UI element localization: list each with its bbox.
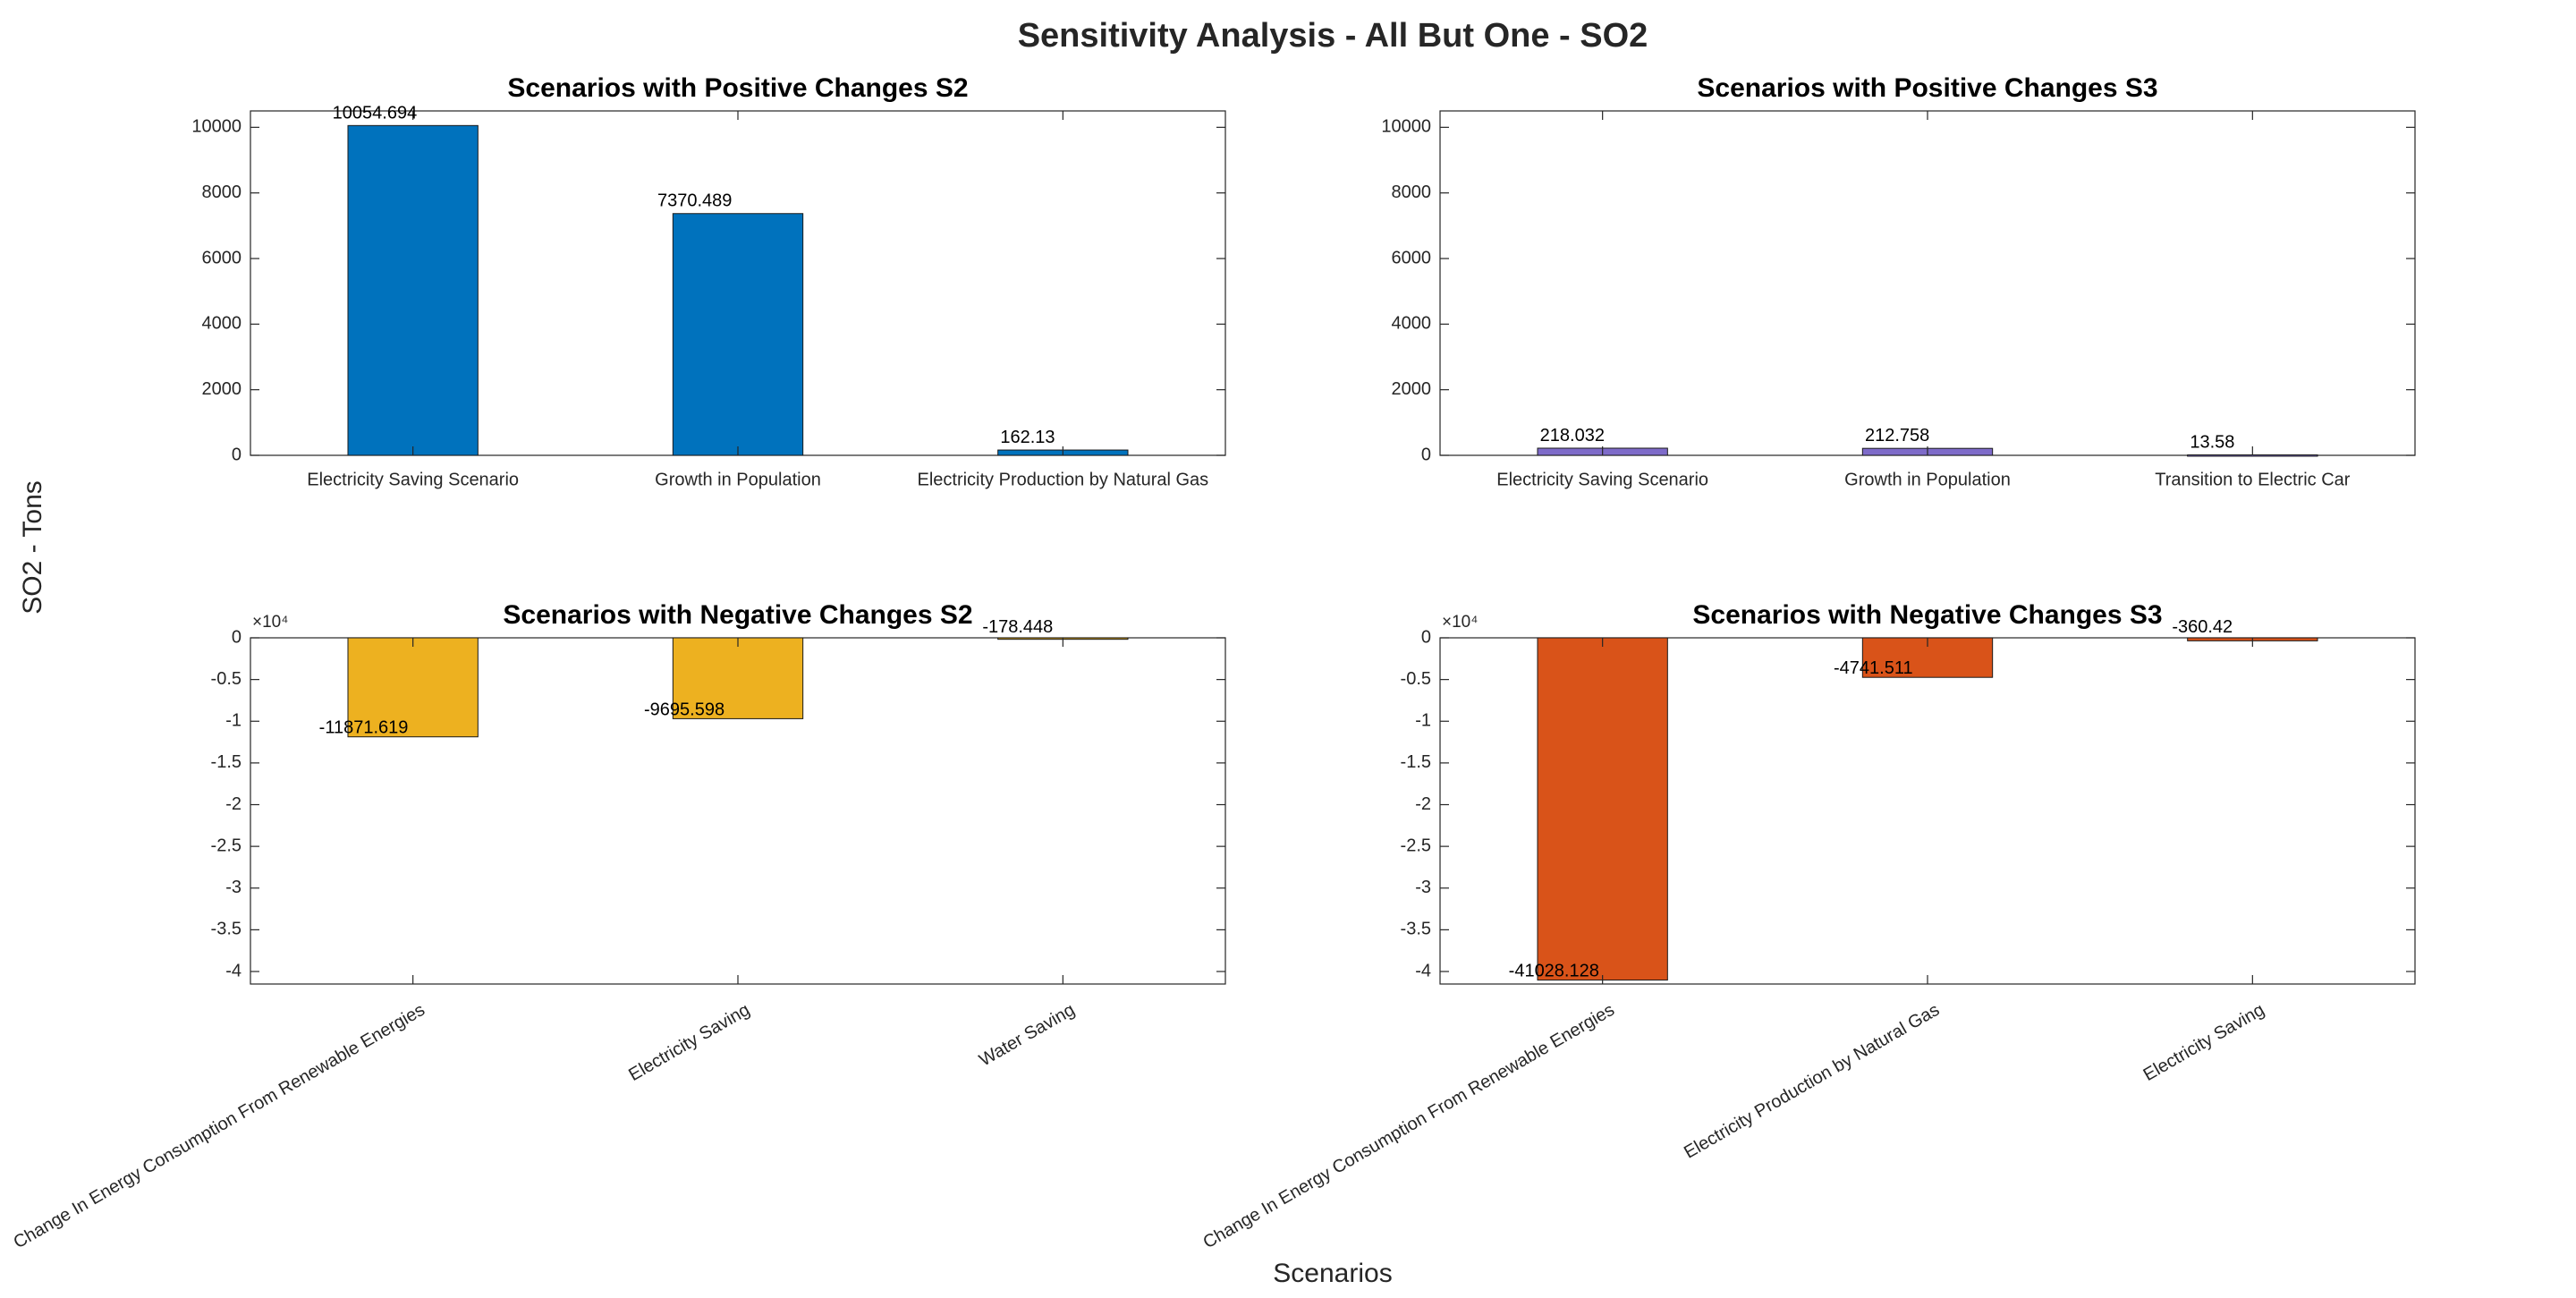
y-tick-label-positive-s3: 2000 — [1392, 379, 1432, 399]
y-tick-label-negative-s2: -4 — [225, 961, 242, 980]
chart-panel-negative-s3: Scenarios with Negative Changes S3 ×10⁴ 0 -… — [1199, 600, 2416, 1253]
figure-x-label: Scenarios — [1273, 1259, 1392, 1288]
y-tick-label-negative-s3: -3.5 — [1401, 920, 1431, 939]
category-label-positive-s3: Growth in Population — [1844, 470, 2011, 489]
y-tick-label-positive-s2: 6000 — [202, 248, 242, 267]
data-label-positive-s3: 13.58 — [2190, 433, 2234, 453]
category-label-negative-s3: Change In Energy Consumption From Renewa… — [1199, 1000, 1617, 1253]
y-tick-label-positive-s2: 8000 — [202, 182, 242, 202]
data-label-positive-s2: 162.13 — [1000, 428, 1055, 447]
chart-title-negative-s2: Scenarios with Negative Changes S2 — [503, 600, 972, 630]
category-label-positive-s3: Transition to Electric Car — [2155, 470, 2351, 489]
category-label-negative-s2: Electricity Saving — [625, 1000, 753, 1085]
data-label-positive-s2: 10054.694 — [333, 103, 418, 123]
y-tick-label-negative-s3: -3 — [1415, 878, 1431, 897]
category-label-positive-s2: Electricity Saving Scenario — [307, 470, 519, 489]
chart-title-positive-s2: Scenarios with Positive Changes S2 — [507, 73, 968, 103]
data-label-negative-s2: -178.448 — [982, 617, 1053, 637]
exponent-label-negative-s3: ×10⁴ — [1442, 613, 1478, 632]
bar-negative-s3 — [1861, 637, 1994, 678]
bar-positive-s2 — [672, 213, 804, 456]
bar-negative-s3 — [1537, 637, 1668, 981]
category-label-negative-s3: Electricity Saving — [2140, 1000, 2268, 1085]
category-label-negative-s2: Water Saving — [976, 1000, 1078, 1071]
exponent-label-negative-s2: ×10⁴ — [252, 613, 288, 632]
y-tick-label-negative-s2: -2.5 — [211, 836, 242, 855]
y-tick-label-negative-s3: -1 — [1415, 711, 1431, 731]
data-label-negative-s3: -41028.128 — [1509, 962, 1599, 981]
figure-y-label: SO2 - Tons — [18, 480, 47, 615]
y-tick-label-negative-s3: -2.5 — [1401, 836, 1431, 855]
y-tick-label-negative-s2: -3 — [225, 878, 242, 897]
data-label-positive-s3: 218.032 — [1540, 426, 1605, 445]
y-tick-label-negative-s3: 0 — [1421, 627, 1431, 647]
data-label-negative-s2: -11871.619 — [319, 718, 409, 738]
chart-title-positive-s3: Scenarios with Positive Changes S3 — [1697, 73, 2157, 103]
data-label-negative-s2: -9695.598 — [644, 700, 724, 719]
data-label-positive-s2: 7370.489 — [657, 191, 732, 211]
bar-negative-s2 — [672, 637, 804, 719]
bar-positive-s2 — [347, 124, 479, 456]
y-tick-label-positive-s2: 2000 — [202, 379, 242, 399]
data-label-negative-s3: -360.42 — [2172, 617, 2233, 637]
y-tick-label-negative-s2: -1 — [225, 711, 242, 731]
axes-box-positive-s3 — [1439, 110, 2416, 456]
chart-panel-negative-s2: Scenarios with Negative Changes S2 ×10⁴ 0 -… — [10, 600, 1226, 1253]
y-tick-label-positive-s3: 4000 — [1392, 314, 1432, 334]
y-tick-label-positive-s3: 10000 — [1381, 117, 1431, 137]
y-tick-label-positive-s2: 4000 — [202, 314, 242, 334]
bar-negative-s2 — [347, 637, 479, 738]
y-tick-label-negative-s3: -0.5 — [1401, 669, 1431, 689]
y-tick-label-negative-s3: -4 — [1415, 961, 1431, 980]
y-tick-label-positive-s3: 6000 — [1392, 248, 1432, 267]
y-tick-label-positive-s2: 0 — [232, 445, 242, 464]
category-label-positive-s2: Electricity Production by Natural Gas — [917, 470, 1208, 489]
data-label-positive-s3: 212.758 — [1865, 426, 1929, 445]
y-tick-label-positive-s3: 0 — [1421, 445, 1431, 464]
y-tick-label-negative-s3: -1.5 — [1401, 752, 1431, 772]
y-tick-label-positive-s3: 8000 — [1392, 182, 1432, 202]
data-label-negative-s3: -4741.511 — [1834, 658, 1913, 678]
chart-title-negative-s3: Scenarios with Negative Changes S3 — [1692, 600, 2162, 630]
chart-panel-positive-s2: Scenarios with Positive Changes S2 0 2000 4… — [191, 73, 1226, 489]
y-tick-label-negative-s3: -2 — [1415, 794, 1431, 814]
y-tick-label-negative-s2: -0.5 — [211, 669, 242, 689]
category-label-negative-s3: Electricity Production by Natural Gas — [1681, 1000, 1943, 1163]
y-tick-label-negative-s2: 0 — [232, 627, 242, 647]
figure-title: Sensitivity Analysis - All But One - SO2 — [1018, 17, 1648, 55]
y-tick-label-negative-s2: -1.5 — [211, 752, 242, 772]
category-label-negative-s2: Change In Energy Consumption From Renewa… — [10, 1000, 428, 1253]
y-tick-label-positive-s2: 10000 — [191, 117, 242, 137]
category-label-positive-s2: Growth in Population — [655, 470, 821, 489]
category-label-positive-s3: Electricity Saving Scenario — [1496, 470, 1708, 489]
chart-panel-positive-s3: Scenarios with Positive Changes S3 0 2000 4… — [1381, 73, 2416, 489]
y-tick-label-negative-s2: -2 — [225, 794, 242, 814]
y-tick-label-negative-s2: -3.5 — [211, 920, 242, 939]
